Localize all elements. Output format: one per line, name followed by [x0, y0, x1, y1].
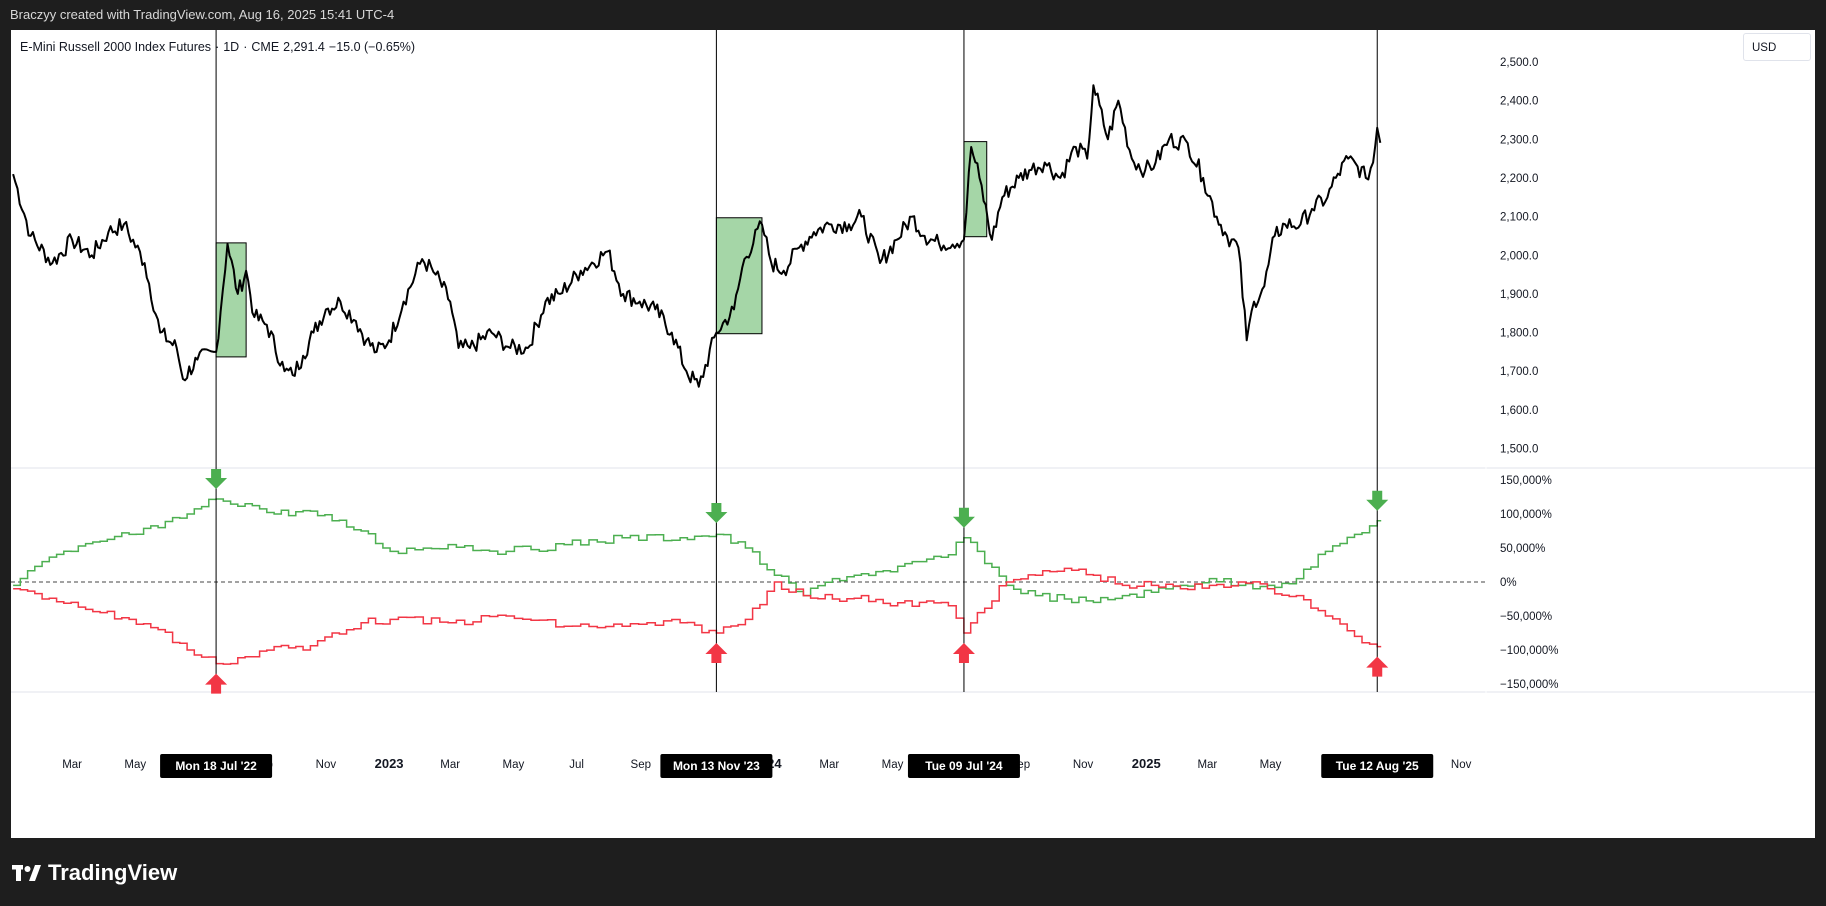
symbol-legend[interactable]: E-Mini Russell 2000 Index Futures · 1D · CME… [20, 40, 419, 54]
price-axis-tick: 2,400.0 [1500, 96, 1538, 108]
date-badge-label: Tue 09 Jul '24 [925, 759, 1003, 773]
date-badge [160, 754, 273, 778]
positioning-axis-tick: 150,000% [1500, 475, 1552, 487]
green-down-arrow-icon [1366, 490, 1389, 511]
date-badge [1321, 754, 1434, 778]
time-axis-label: Nov [316, 759, 337, 771]
time-axis-label: May [124, 759, 146, 771]
positioning-axis-tick: 0% [1500, 577, 1517, 589]
price-axis-tick: 1,600.0 [1500, 405, 1538, 417]
time-axis-label: May [503, 759, 525, 771]
price-axis-tick: 1,500.0 [1500, 444, 1538, 456]
red-up-arrow-icon [205, 673, 228, 694]
price-axis-tick: 2,000.0 [1500, 250, 1538, 262]
chart-svg[interactable]: 2,500.0 2,400.0 2,300.0 2,200.0 2,100.0 2,000… [11, 30, 1815, 838]
positioning-axis-tick: −100,000% [1500, 645, 1559, 657]
time-axis-label: Sep [631, 759, 651, 771]
time-axis-label: 2023 [375, 756, 404, 771]
red-up-arrow-icon [705, 643, 728, 663]
time-axis-label: Jul [569, 759, 584, 771]
positioning-axis-tick: 100,000% [1500, 509, 1552, 521]
tradingview-logo-icon [12, 865, 41, 881]
chart-credit-text: Braczyy created with TradingView.com, Au… [10, 7, 395, 22]
tradingview-brand[interactable]: TradingView [12, 860, 177, 886]
price-series-line [12, 84, 1382, 388]
chart-frame[interactable]: 2,500.0 2,400.0 2,300.0 2,200.0 2,100.0 2,000… [11, 30, 1815, 838]
green-down-arrow-icon [205, 469, 228, 490]
date-badge-label: Mon 18 Jul '22 [175, 759, 257, 773]
time-axis-label: Nov [1451, 759, 1472, 771]
symbol-price: 2,291.4 [283, 40, 325, 54]
price-axis-tick: 2,100.0 [1500, 212, 1538, 224]
symbol-separator: · [215, 40, 220, 54]
red-up-arrow-icon [1366, 656, 1389, 677]
date-badge [660, 754, 773, 778]
date-badge-label: Tue 12 Aug '25 [1336, 759, 1419, 773]
price-axis-tick: 2,500.0 [1500, 57, 1538, 69]
currency-selector[interactable]: USD [1743, 33, 1811, 61]
positioning-axis-tick: −150,000% [1500, 679, 1559, 691]
time-axis-label: Mar [1197, 759, 1217, 771]
time-axis-label: Nov [1073, 759, 1094, 771]
brand-name: TradingView [48, 860, 178, 885]
positioning-axis-tick: 50,000% [1500, 543, 1545, 555]
symbol-name: E-Mini Russell 2000 Index Futures [20, 40, 212, 54]
green-down-arrow-icon [705, 503, 728, 524]
price-axis-tick: 2,200.0 [1500, 173, 1538, 185]
green-down-arrow-icon [952, 507, 975, 528]
price-axis-tick: 1,900.0 [1500, 289, 1538, 301]
green-positioning-line [13, 498, 1382, 604]
date-badge-label: Mon 13 Nov '23 [673, 759, 760, 773]
time-axis-label: 2025 [1132, 756, 1161, 771]
symbol-interval: 1D [223, 40, 240, 54]
positioning-axis-tick: −50,000% [1500, 611, 1552, 623]
price-axis-tick: 1,700.0 [1500, 366, 1538, 378]
time-axis-label: May [1260, 759, 1282, 771]
red-positioning-line [13, 567, 1382, 665]
time-axis-label: Mar [62, 759, 82, 771]
time-axis-label: Mar [819, 759, 839, 771]
time-axis-label: May [882, 759, 904, 771]
symbol-change: −15.0 (−0.65%) [328, 40, 416, 54]
date-badge [907, 754, 1020, 778]
symbol-separator: · [243, 40, 248, 54]
red-up-arrow-icon [952, 643, 975, 663]
symbol-exchange: CME [251, 40, 280, 54]
price-axis-tick: 2,300.0 [1500, 134, 1538, 146]
price-axis-tick: 1,800.0 [1500, 328, 1538, 340]
time-axis-label: Mar [440, 759, 460, 771]
